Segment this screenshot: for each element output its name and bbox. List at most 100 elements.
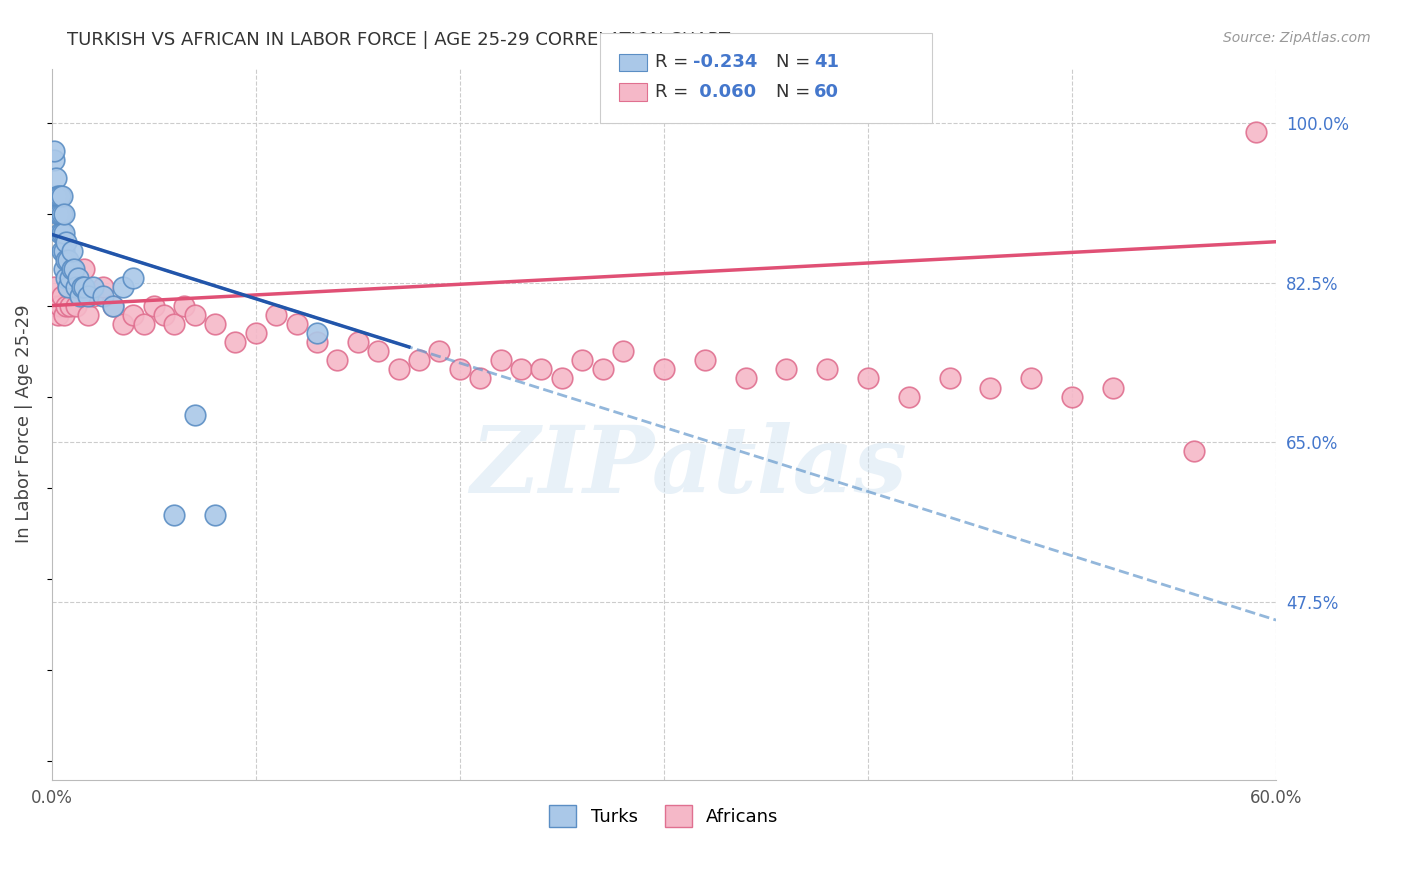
- Point: [1019, 371, 1042, 385]
- Text: 0.060: 0.060: [693, 83, 756, 101]
- Point: [112, 280, 135, 294]
- Point: [91, 280, 114, 294]
- Point: [429, 344, 451, 359]
- Point: [69, 289, 91, 303]
- Text: R =: R =: [655, 54, 695, 71]
- Point: [91, 289, 114, 303]
- Point: [45, 299, 67, 313]
- Point: [163, 508, 186, 523]
- Point: [53, 226, 76, 240]
- Point: [592, 362, 614, 376]
- Point: [49, 189, 72, 203]
- Point: [60, 271, 83, 285]
- Point: [183, 408, 205, 422]
- Point: [285, 317, 308, 331]
- Point: [82, 280, 104, 294]
- Point: [46, 189, 69, 203]
- Point: [163, 317, 186, 331]
- Point: [449, 362, 471, 376]
- Text: Source: ZipAtlas.com: Source: ZipAtlas.com: [1223, 31, 1371, 45]
- Point: [73, 262, 96, 277]
- Text: ZIPatlas: ZIPatlas: [470, 422, 907, 512]
- Point: [224, 334, 246, 349]
- Point: [132, 317, 155, 331]
- Point: [55, 235, 77, 249]
- Point: [470, 371, 492, 385]
- Point: [45, 189, 67, 203]
- Point: [1060, 390, 1083, 404]
- Point: [122, 308, 145, 322]
- Point: [69, 280, 91, 294]
- Point: [49, 226, 72, 240]
- Y-axis label: In Labor Force | Age 25-29: In Labor Force | Age 25-29: [15, 305, 32, 543]
- Point: [612, 344, 634, 359]
- Point: [153, 308, 176, 322]
- Point: [938, 371, 960, 385]
- Point: [204, 508, 226, 523]
- Point: [142, 299, 165, 313]
- Point: [72, 280, 94, 294]
- Point: [53, 244, 76, 258]
- Text: TURKISH VS AFRICAN IN LABOR FORCE | AGE 25-29 CORRELATION CHART: TURKISH VS AFRICAN IN LABOR FORCE | AGE …: [67, 31, 731, 49]
- Text: 60: 60: [814, 83, 839, 101]
- Point: [173, 299, 195, 313]
- Point: [51, 189, 73, 203]
- Point: [856, 371, 879, 385]
- Point: [1184, 444, 1206, 458]
- Point: [264, 308, 287, 322]
- Point: [305, 326, 328, 340]
- Point: [408, 353, 430, 368]
- Text: N =: N =: [776, 83, 815, 101]
- Point: [59, 271, 82, 285]
- Point: [388, 362, 411, 376]
- Point: [347, 334, 370, 349]
- Point: [775, 362, 797, 376]
- Point: [51, 244, 73, 258]
- Point: [551, 371, 574, 385]
- Point: [897, 390, 920, 404]
- Point: [82, 289, 104, 303]
- Point: [56, 252, 79, 267]
- Point: [49, 207, 72, 221]
- Point: [55, 252, 77, 267]
- Point: [815, 362, 838, 376]
- Point: [60, 262, 83, 277]
- Legend: Turks, Africans: Turks, Africans: [541, 798, 786, 835]
- Point: [77, 308, 100, 322]
- Point: [245, 326, 267, 340]
- Text: N =: N =: [776, 54, 815, 71]
- Point: [60, 244, 83, 258]
- Point: [652, 362, 675, 376]
- Text: 41: 41: [814, 54, 839, 71]
- Point: [204, 317, 226, 331]
- Point: [67, 271, 90, 285]
- Point: [326, 353, 349, 368]
- Point: [53, 308, 76, 322]
- Point: [305, 334, 328, 349]
- Point: [1244, 125, 1267, 139]
- Point: [1102, 381, 1125, 395]
- Text: -0.234: -0.234: [693, 54, 758, 71]
- Point: [59, 299, 82, 313]
- Point: [122, 271, 145, 285]
- Point: [73, 280, 96, 294]
- Point: [367, 344, 389, 359]
- Point: [63, 262, 86, 277]
- Point: [42, 144, 65, 158]
- Point: [42, 280, 65, 294]
- Point: [183, 308, 205, 322]
- Point: [51, 289, 73, 303]
- Point: [979, 381, 1001, 395]
- Point: [101, 299, 124, 313]
- Point: [65, 299, 87, 313]
- Point: [46, 207, 69, 221]
- Point: [56, 280, 79, 294]
- Point: [734, 371, 756, 385]
- Point: [51, 226, 73, 240]
- Point: [112, 317, 135, 331]
- Point: [53, 207, 76, 221]
- Point: [530, 362, 553, 376]
- Point: [489, 353, 512, 368]
- Point: [55, 299, 77, 313]
- Point: [77, 289, 100, 303]
